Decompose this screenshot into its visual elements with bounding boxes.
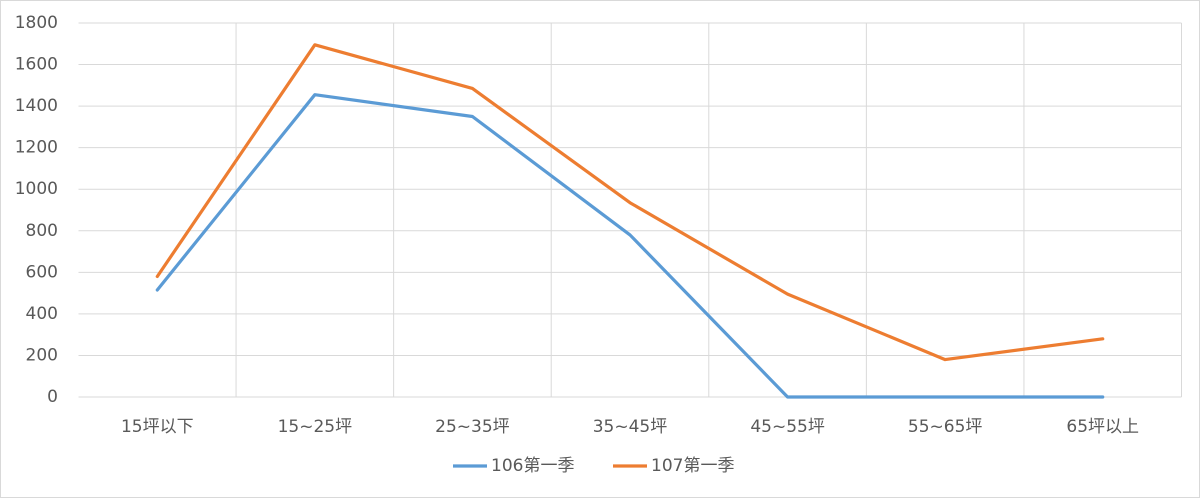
x-tick-label: 55~65坪 [908,417,983,437]
y-tick-label: 800 [26,221,58,241]
series-line [155,93,1105,399]
y-tick-label: 1800 [15,13,58,33]
y-tick-label: 1000 [15,179,58,199]
y-tick-label: 0 [47,387,58,407]
y-tick-label: 1200 [15,138,58,158]
y-tick-label: 1600 [15,55,58,75]
legend-label: 106第一季 [491,456,574,476]
y-tick-label: 400 [26,304,58,324]
x-tick-label: 65坪以上 [1066,417,1139,437]
y-tick-label: 200 [26,345,58,365]
series-line [155,43,1105,362]
x-tick-label: 35~45坪 [593,417,668,437]
x-tick-label: 15~25坪 [278,417,353,437]
y-tick-label: 1400 [15,96,58,116]
x-tick-label: 15坪以下 [121,417,194,437]
x-tick-label: 45~55坪 [750,417,825,437]
y-tick-label: 600 [26,262,58,282]
legend-label: 107第一季 [651,456,734,476]
x-tick-label: 25~35坪 [435,417,510,437]
